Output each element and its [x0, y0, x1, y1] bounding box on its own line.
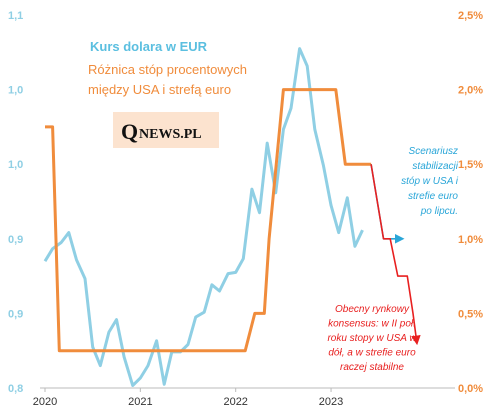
note-blue-line: Scenariusz — [409, 146, 458, 157]
y-left-tick-label: 1,0 — [8, 159, 23, 171]
x-axis-ticks: 2020 2021 2022 2023 — [33, 388, 343, 408]
note-red: Obecny rynkowy konsensus: w II poł. roku s… — [327, 304, 417, 373]
y-right-tick-label: 2,5% — [458, 10, 483, 22]
note-red-line: konsensus: w II poł. — [328, 319, 416, 330]
note-red-line: raczej stabilne — [340, 362, 404, 373]
note-red-line: dół, a w strefie euro — [328, 348, 416, 359]
note-red-line: Obecny rynkowy — [335, 304, 410, 315]
logo-text: NEWS.PL — [139, 127, 202, 142]
x-tick-label: 2021 — [128, 396, 152, 408]
legend-rate-line-1: Różnica stóp procentowych — [88, 62, 247, 77]
left-axis-ticks: 1,1 1,0 1,0 0,9 0,9 0,8 — [8, 10, 23, 395]
x-tick-label: 2023 — [319, 396, 343, 408]
y-left-tick-label: 0,9 — [8, 234, 23, 246]
y-right-tick-label: 1,0% — [458, 234, 483, 246]
series-line-3 — [370, 164, 421, 346]
y-left-tick-label: 0,8 — [8, 383, 23, 395]
note-red-line: roku stopy w USA w — [327, 333, 417, 344]
logo-box — [113, 112, 219, 148]
legend: Kurs dolara w EUR Różnica stóp procentow… — [88, 39, 247, 97]
series-line-1 — [45, 88, 372, 353]
note-blue-line: strefie euro — [408, 191, 458, 202]
note-blue-line: stóp w USA i — [401, 176, 459, 187]
series-line-0 — [43, 47, 364, 387]
y-right-tick-label: 2,0% — [458, 85, 483, 97]
logo-q: Q — [121, 119, 138, 144]
y-left-tick-label: 1,1 — [8, 10, 23, 22]
legend-usd: Kurs dolara w EUR — [90, 39, 208, 54]
y-left-tick-label: 0,9 — [8, 308, 23, 320]
y-right-tick-label: 0,5% — [458, 308, 483, 320]
y-right-tick-label: 0,0% — [458, 383, 483, 395]
note-blue: Scenariusz stabilizacji stóp w USA i strefi… — [401, 146, 459, 217]
right-axis-ticks: 2,5% 2,0% 1,5% 1,0% 0,5% 0,0% — [458, 10, 483, 395]
y-left-tick-label: 1,0 — [8, 85, 23, 97]
series-layer — [43, 47, 421, 387]
logo: Q NEWS.PL — [113, 112, 219, 148]
y-right-tick-label: 1,5% — [458, 159, 483, 171]
note-blue-line: stabilizacji — [412, 161, 458, 172]
series-line-2 — [370, 164, 405, 244]
note-blue-line: po lipcu. — [420, 206, 458, 217]
x-tick-label: 2020 — [33, 396, 57, 408]
x-tick-label: 2022 — [223, 396, 247, 408]
legend-rate-line-2: między USA i strefą euro — [88, 82, 231, 97]
